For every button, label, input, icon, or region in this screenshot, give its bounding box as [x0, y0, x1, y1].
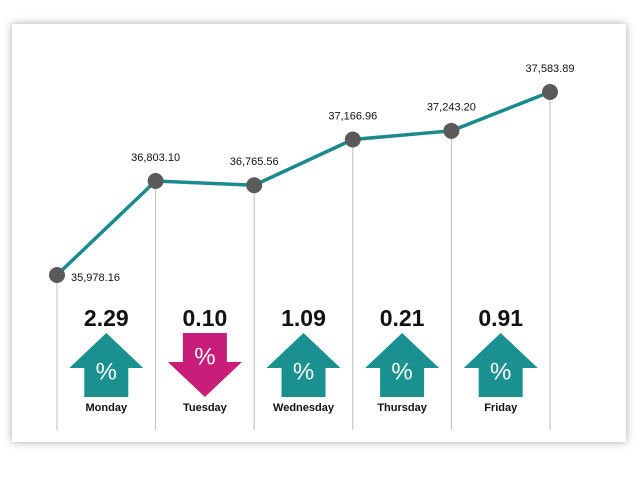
change-value: 0.21: [380, 305, 425, 331]
change-arrow: [167, 333, 242, 397]
day-label: Tuesday: [183, 402, 228, 414]
line: [55, 90, 551, 277]
change-arrow: [365, 333, 440, 397]
point: [542, 84, 558, 100]
change-value: 2.29: [84, 305, 129, 331]
value-label: 37,166.96: [328, 110, 377, 122]
value-label: 36,803.10: [131, 152, 180, 164]
point: [344, 131, 361, 148]
change-arrow: [266, 333, 341, 397]
day-label: Friday: [484, 402, 518, 414]
day-label: Wednesday: [273, 402, 335, 414]
percent-sign: %: [293, 358, 314, 385]
percent-sign: %: [490, 358, 511, 385]
point: [246, 177, 263, 194]
value-label: 35,978.16: [71, 272, 120, 284]
day-label: Monday: [86, 402, 128, 414]
point: [443, 122, 460, 139]
change-arrow: [463, 333, 538, 397]
value-label: 36,765.56: [230, 156, 279, 168]
value-label: 37,583.89: [526, 63, 575, 75]
change-value: 1.09: [281, 305, 326, 331]
value-label: 37,243.20: [427, 102, 476, 114]
percent-sign: %: [194, 343, 215, 370]
day-label: Thursday: [377, 402, 427, 414]
percent-sign: %: [96, 358, 117, 385]
point: [49, 267, 65, 283]
change-value: 0.10: [183, 305, 228, 331]
change-arrow: [69, 333, 144, 397]
point: [147, 172, 164, 189]
change-value: 0.91: [478, 305, 523, 331]
percent-sign: %: [391, 358, 412, 385]
